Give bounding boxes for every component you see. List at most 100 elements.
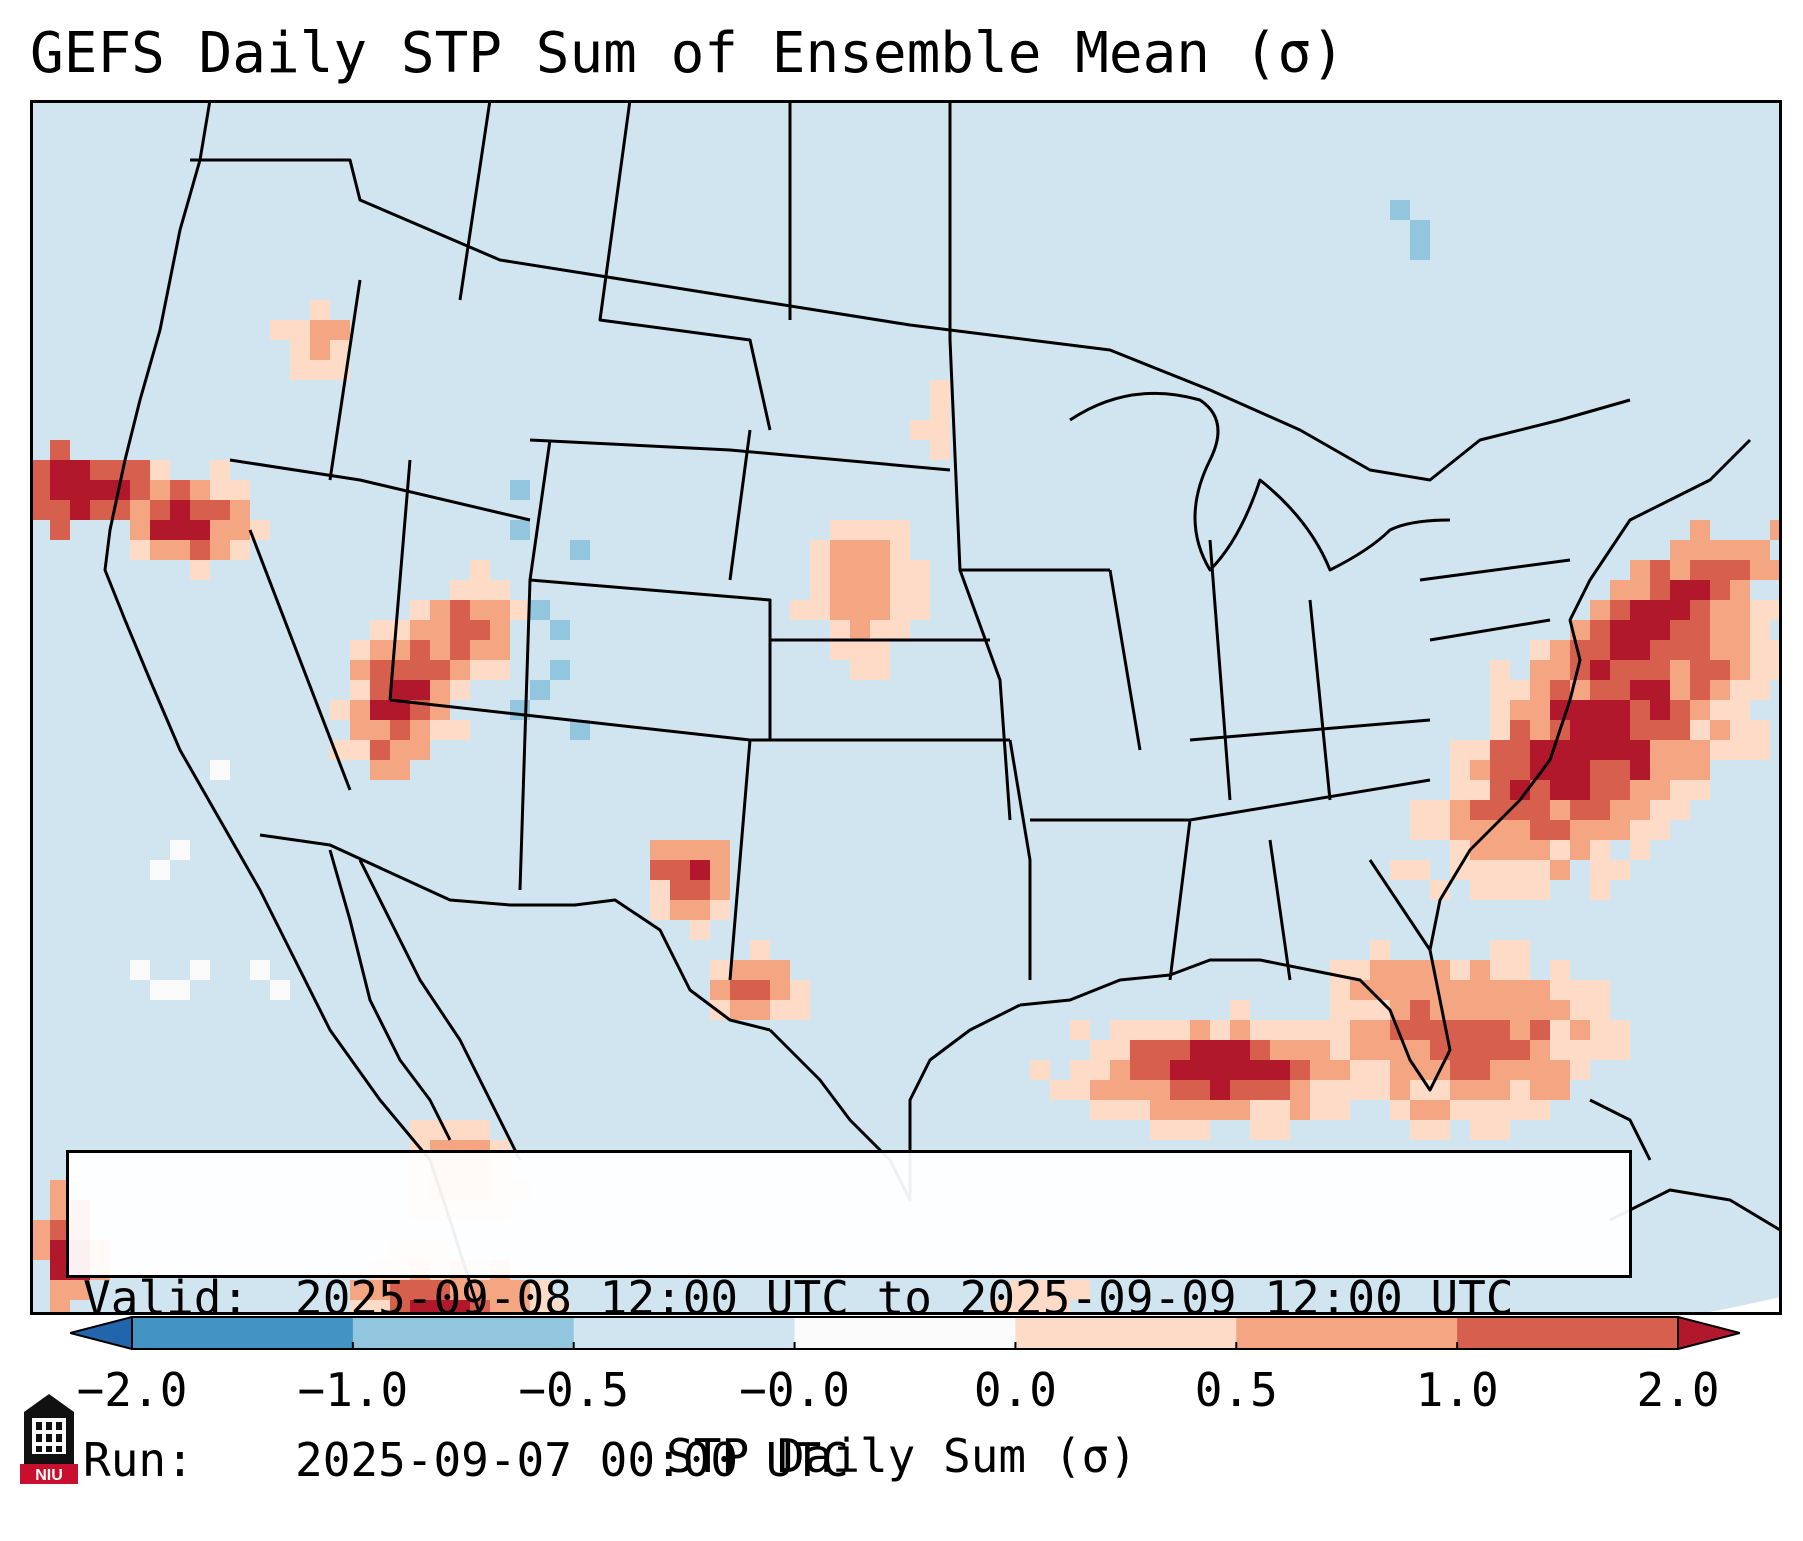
state-line xyxy=(1208,539,1232,801)
stp-cell xyxy=(1690,740,1710,760)
stp-cell xyxy=(1530,820,1550,840)
stp-cell xyxy=(50,1260,70,1280)
stp-cell xyxy=(1390,960,1410,980)
state-line xyxy=(1419,558,1571,582)
state-line xyxy=(1168,819,1192,981)
stp-cell xyxy=(1510,1080,1530,1100)
stp-cell xyxy=(390,1300,410,1315)
state-line xyxy=(728,739,752,981)
stp-cell xyxy=(170,480,190,500)
stp-cell xyxy=(1590,760,1610,780)
stp-cell xyxy=(810,600,830,620)
stp-cell xyxy=(1070,1020,1090,1040)
stp-cell xyxy=(1310,1100,1330,1120)
stp-cell xyxy=(1710,680,1730,700)
stp-cell xyxy=(1470,1000,1490,1020)
stp-cell xyxy=(1750,740,1770,760)
stp-cell xyxy=(1590,860,1610,880)
stp-cell xyxy=(550,660,570,680)
stp-cell xyxy=(430,620,450,640)
stp-cell xyxy=(1270,1100,1290,1120)
state-line xyxy=(728,429,752,581)
stp-cell xyxy=(1410,1120,1430,1140)
stp-cell xyxy=(1730,740,1750,760)
stp-cell xyxy=(1750,680,1770,700)
stp-cell xyxy=(850,640,870,660)
stp-cell xyxy=(1170,1080,1190,1100)
stp-cell xyxy=(810,560,830,580)
stp-cell xyxy=(50,440,70,460)
stp-cell xyxy=(150,480,170,500)
stp-cell xyxy=(1210,1020,1230,1040)
stp-cell xyxy=(1270,1080,1290,1100)
stp-cell xyxy=(350,1300,370,1315)
stp-cell xyxy=(1470,760,1490,780)
stp-cell xyxy=(1650,560,1670,580)
stp-cell xyxy=(50,1240,70,1260)
stp-cell xyxy=(1090,1040,1110,1060)
stp-cell xyxy=(1530,680,1550,700)
stp-cell xyxy=(750,940,770,960)
stp-cell xyxy=(1530,660,1550,680)
stp-cell xyxy=(1310,1020,1330,1040)
stp-cell xyxy=(1410,980,1430,1000)
stp-cell xyxy=(910,600,930,620)
stp-cell xyxy=(1470,1080,1490,1100)
stp-cell xyxy=(1590,840,1610,860)
stp-cell xyxy=(1390,860,1410,880)
stp-cell xyxy=(1350,960,1370,980)
stp-cell xyxy=(1030,1280,1050,1300)
stp-cell xyxy=(1150,1080,1170,1100)
stp-cell xyxy=(830,580,850,600)
stp-cell xyxy=(390,700,410,720)
stp-cell xyxy=(1550,1080,1570,1100)
stp-cell xyxy=(470,1120,490,1140)
stp-cell xyxy=(30,500,50,520)
stp-cell xyxy=(870,540,890,560)
stp-cell xyxy=(50,460,70,480)
stp-cell xyxy=(410,1280,430,1300)
stp-cell xyxy=(1630,820,1650,840)
stp-cell xyxy=(890,560,910,580)
stp-cell xyxy=(1510,700,1530,720)
stp-cell xyxy=(1250,1120,1270,1140)
stp-cell xyxy=(1610,740,1630,760)
stp-cell xyxy=(1450,1000,1470,1020)
stp-cell xyxy=(1550,660,1570,680)
stp-cell xyxy=(1750,660,1770,680)
stp-cell xyxy=(1690,680,1710,700)
stp-cell xyxy=(210,540,230,560)
state-line xyxy=(948,339,1012,821)
stp-cell xyxy=(1470,740,1490,760)
stp-cell xyxy=(170,840,190,860)
stp-cell xyxy=(1730,640,1750,660)
stp-cell xyxy=(50,1300,70,1315)
stp-cell xyxy=(1590,780,1610,800)
stp-cell xyxy=(1510,1040,1530,1060)
stp-cell xyxy=(1290,1040,1310,1060)
stp-cell xyxy=(150,980,170,1000)
stp-cell xyxy=(350,740,370,760)
stp-cell xyxy=(1490,700,1510,720)
stp-cell xyxy=(290,320,310,340)
baja-peninsula xyxy=(328,849,452,1141)
stp-cell xyxy=(1570,700,1590,720)
stp-cell xyxy=(130,480,150,500)
stp-cell xyxy=(1510,800,1530,820)
stp-cell xyxy=(1690,600,1710,620)
stp-cell xyxy=(1490,780,1510,800)
stp-cell xyxy=(190,500,210,520)
stp-cell xyxy=(190,520,210,540)
stp-cell xyxy=(1710,700,1730,720)
stp-cell xyxy=(1370,1040,1390,1060)
stp-cell xyxy=(1690,540,1710,560)
stp-cell xyxy=(870,660,890,680)
stp-cell xyxy=(1650,800,1670,820)
stp-cell xyxy=(1670,540,1690,560)
stp-cell xyxy=(1450,820,1470,840)
stp-cell xyxy=(690,900,710,920)
state-line xyxy=(1008,739,1032,980)
stp-cell xyxy=(1610,660,1630,680)
stp-cell xyxy=(1430,980,1450,1000)
stp-cell xyxy=(1670,740,1690,760)
